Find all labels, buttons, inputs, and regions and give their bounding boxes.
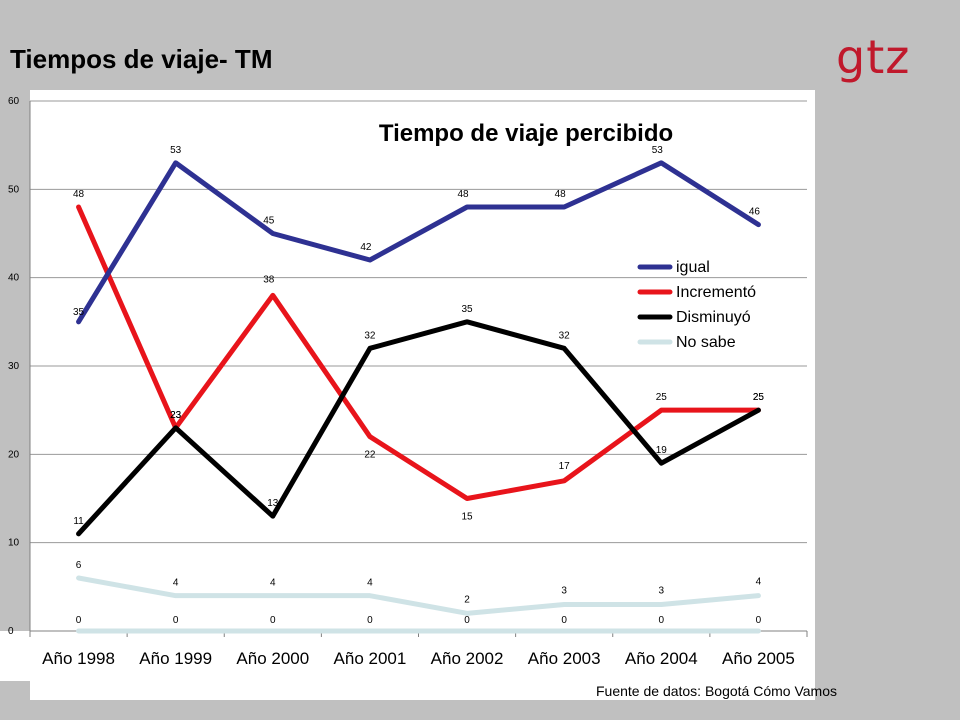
data-source-note: Fuente de datos: Bogotá Cómo Vamos bbox=[596, 683, 837, 699]
series-line-igual bbox=[76, 160, 761, 325]
data-label: 6 bbox=[76, 560, 82, 571]
data-label: 45 bbox=[263, 216, 275, 227]
data-label: 13 bbox=[267, 498, 279, 509]
data-label: 4 bbox=[270, 578, 276, 589]
data-label: 53 bbox=[170, 145, 182, 156]
data-label: 32 bbox=[559, 330, 571, 341]
data-label: 0 bbox=[270, 615, 276, 626]
data-label: 22 bbox=[364, 450, 376, 461]
y-tick-label: 0 bbox=[8, 626, 14, 637]
data-label: 23 bbox=[170, 410, 182, 421]
data-label: 3 bbox=[659, 586, 665, 597]
legend: igual Incrementó Disminuyó No sabe bbox=[637, 259, 756, 351]
data-label: 35 bbox=[462, 304, 474, 315]
data-label: 25 bbox=[753, 392, 765, 403]
x-tick-label: Año 1998 bbox=[42, 649, 115, 668]
left-side-band bbox=[0, 90, 30, 720]
y-tick-label: 20 bbox=[8, 449, 20, 460]
data-label: 38 bbox=[263, 274, 275, 285]
right-side-band bbox=[815, 90, 960, 700]
x-tick-label: Año 2005 bbox=[722, 649, 795, 668]
data-label: 23 bbox=[170, 410, 182, 421]
legend-label: Incrementó bbox=[676, 284, 756, 301]
x-tick-label: Año 2002 bbox=[431, 649, 504, 668]
data-label: 48 bbox=[458, 189, 470, 200]
x-tick-label: Año 2004 bbox=[625, 649, 698, 668]
data-label: 11 bbox=[73, 516, 84, 527]
data-label: 17 bbox=[559, 461, 571, 472]
series-line-no-sabe bbox=[76, 575, 761, 616]
data-label: 3 bbox=[561, 586, 567, 597]
bottom-band bbox=[0, 700, 960, 720]
legend-label: No sabe bbox=[676, 334, 736, 351]
data-label: 0 bbox=[76, 615, 82, 626]
data-label: 46 bbox=[749, 207, 761, 218]
data-label: 0 bbox=[659, 615, 665, 626]
legend-label: Disminuyó bbox=[676, 309, 751, 326]
data-label: 4 bbox=[173, 578, 179, 589]
series-lines bbox=[76, 160, 761, 634]
legend-label: igual bbox=[676, 259, 710, 276]
gtz-logo: gtz bbox=[836, 30, 911, 84]
y-tick-label: 10 bbox=[8, 538, 20, 549]
data-label: 15 bbox=[462, 512, 474, 523]
data-label: 25 bbox=[753, 392, 765, 403]
y-tick-label: 60 bbox=[8, 96, 20, 107]
header-band bbox=[0, 0, 960, 90]
y-tick-label: 50 bbox=[8, 184, 20, 195]
data-label: 48 bbox=[555, 189, 567, 200]
data-label: 53 bbox=[652, 145, 664, 156]
series-line-disminuyó bbox=[76, 319, 761, 537]
y-tick-label: 30 bbox=[8, 361, 20, 372]
y-tick-label: 40 bbox=[8, 273, 20, 284]
series-line-incrementó bbox=[76, 204, 761, 501]
data-label: 0 bbox=[756, 615, 762, 626]
chart-title: Tiempo de viaje percibido bbox=[379, 120, 673, 147]
data-label: 32 bbox=[364, 330, 376, 341]
data-label: 4 bbox=[756, 577, 762, 588]
data-label: 4 bbox=[367, 578, 373, 589]
data-label: 0 bbox=[173, 615, 179, 626]
x-tick-label: Año 2000 bbox=[236, 649, 309, 668]
data-label: 35 bbox=[73, 307, 85, 318]
data-label: 19 bbox=[656, 445, 668, 456]
data-label: 2 bbox=[464, 594, 470, 605]
data-label: 0 bbox=[464, 615, 470, 626]
x-tick-label: Año 2001 bbox=[334, 649, 407, 668]
data-label: 48 bbox=[73, 189, 85, 200]
chart-area-bottom bbox=[0, 631, 815, 681]
x-tick-label: Año 2003 bbox=[528, 649, 601, 668]
data-label: 25 bbox=[656, 392, 668, 403]
data-label: 0 bbox=[561, 615, 567, 626]
data-label: 0 bbox=[367, 615, 373, 626]
slide-title: Tiempos de viaje- TM bbox=[10, 44, 273, 74]
data-label: 42 bbox=[360, 242, 372, 253]
x-tick-label: Año 1999 bbox=[139, 649, 212, 668]
